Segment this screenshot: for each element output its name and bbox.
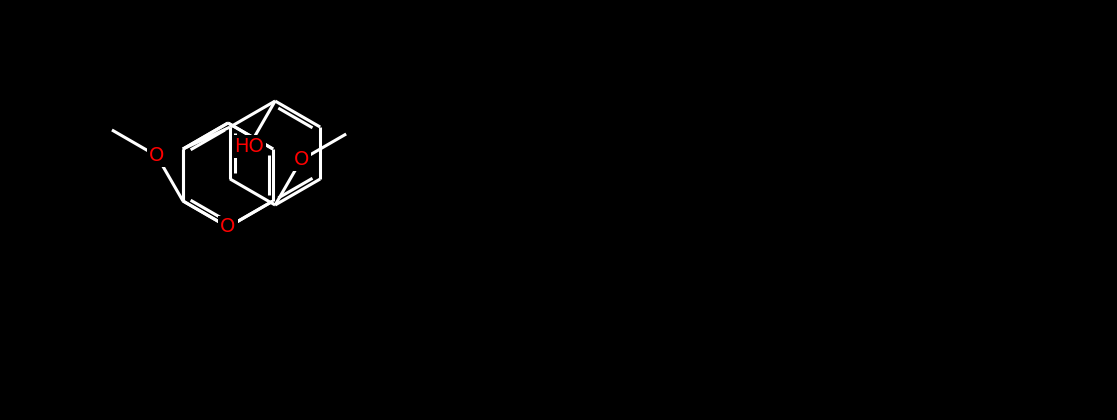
Text: O: O [220, 218, 236, 236]
Text: HO: HO [235, 136, 264, 155]
Text: O: O [150, 147, 164, 165]
Text: O: O [294, 150, 308, 170]
